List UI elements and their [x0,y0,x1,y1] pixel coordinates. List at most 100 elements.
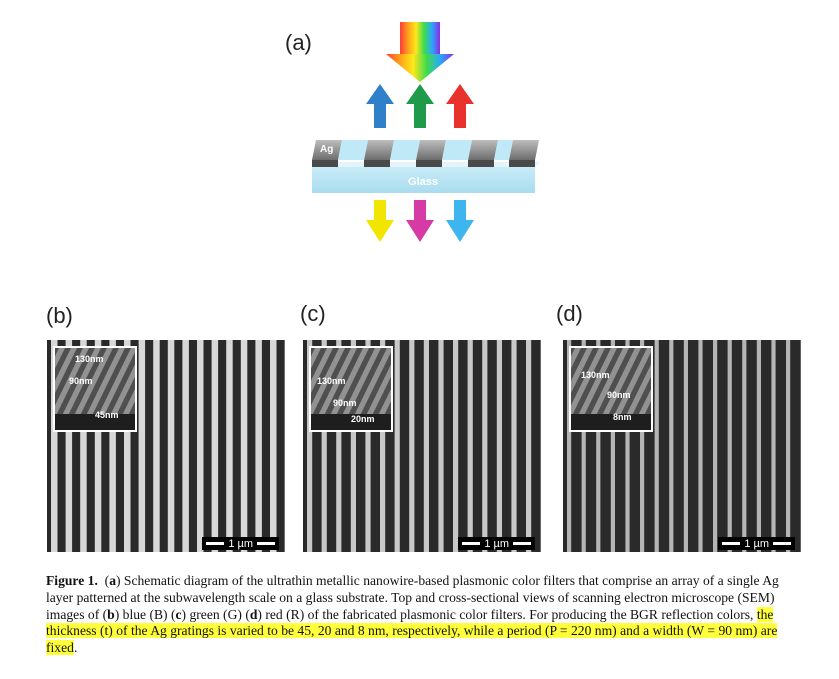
ag-label: Ag [320,144,333,155]
cross-section-inset: 130nm 90nm 20nm [309,346,393,432]
nanowire-stripe [409,340,415,552]
nanowire-stripe [350,340,356,552]
nanowire-stripe [124,340,131,552]
nanowire-stripe [336,340,342,552]
nanowire-stripe [65,340,73,552]
sem-image-red: 130nm 90nm 8nm 1 µm [563,340,801,552]
nanowire-stripe [482,340,488,552]
inset-wire [571,348,617,430]
inset-thickness-label: 8nm [613,412,632,422]
nanowire-stripe [80,340,87,552]
nanowire-stripe [109,340,116,552]
ag-gratings [312,140,539,167]
cross-section-inset: 130nm 90nm 45nm [53,346,137,432]
nanowire-stripe [625,340,630,552]
nanowire-stripe [683,340,688,552]
nanowire-stripe [307,340,313,552]
nanowire-stripe [51,340,58,552]
inset-wire [347,348,391,430]
nanowire-stripe [394,340,400,552]
nanowire-stripe [654,340,659,552]
inset-width-label: 90nm [607,390,631,400]
cross-section-inset: 130nm 90nm 8nm [569,346,653,432]
nanowire-stripe [742,340,747,552]
panel-label-b: (b) [46,303,73,328]
nanowire-stripe [240,340,248,552]
nanowire-stripe [727,340,732,552]
transmitted-cyan-arrow [446,200,474,242]
glass-label: Glass [408,176,438,188]
nanowire-stripe [756,340,761,552]
scale-bar: 1 µm [202,537,279,550]
inset-wires [571,348,651,430]
nanowire-stripe [138,340,146,552]
nanowire-stripe [167,340,175,552]
nanowire-stripe [153,340,160,552]
inset-wire [55,348,101,430]
inset-wire [79,348,125,430]
caption-text: ) red (R) of the fabricated plasmonic co… [257,606,757,622]
caption-ref-a: a [109,573,116,588]
panel-label-a: (a) [285,30,312,55]
nanowire-stripes [307,340,541,552]
inset-width-label: 90nm [333,398,357,408]
panel-label-c: (c) [300,301,326,326]
inset-wire [571,348,581,369]
nanowire-stripe [438,340,444,552]
inset-wire [583,348,629,430]
figure-caption: Figure 1. (a) Schematic diagram of the u… [46,573,806,657]
inset-wire [335,348,381,430]
nanowire-stripe [610,340,615,552]
nanowire-stripe [270,340,277,552]
nanowire-stripe [713,340,718,552]
sem-image-green: 130nm 90nm 20nm 1 µm [303,340,541,552]
nanowire-stripe [581,340,586,552]
nanowire-stripe [596,340,601,552]
nanowire-stripe [526,340,532,552]
inset-wire [595,348,641,430]
nanowire-stripe [365,340,371,552]
inset-period-label: 130nm [581,370,610,380]
sem-image-blue: 130nm 90nm 45nm 1 µm [47,340,285,552]
incident-light-arrow [386,22,454,82]
transmitted-yellow-arrow [366,200,394,242]
schematic-diagram: Glass Ag [290,22,550,247]
nanowire-stripe [771,340,776,552]
caption-ref-c: c [175,606,182,622]
nanowire-stripe [669,340,674,552]
nanowire-stripe [380,340,386,552]
panel-label-d: (d) [556,301,583,326]
figure-label: Figure 1. [46,573,98,588]
inset-thickness-label: 45nm [95,410,119,420]
inset-width-label: 90nm [69,376,93,386]
inset-wire [91,348,135,430]
nanowire-stripe [453,340,459,552]
inset-wire [311,348,321,369]
reflected-red-arrow [446,84,474,128]
nanowire-stripe [182,340,189,552]
nanowire-stripe [511,340,517,552]
inset-wires [55,348,135,430]
inset-wire [311,348,357,430]
caption-text: ( [104,573,110,588]
nanowire-stripes [567,340,801,552]
reflected-blue-arrow [366,84,394,128]
caption-text: . [73,640,78,656]
inset-period-label: 130nm [75,354,104,364]
caption-text: ) blue (B) ( [114,606,176,622]
nanowire-stripe [698,340,703,552]
inset-thickness-label: 20nm [351,414,375,424]
nanowire-stripe [640,340,645,552]
scale-bar: 1 µm [718,537,795,550]
nanowire-stripe [226,340,233,552]
nanowire-stripes [51,340,285,552]
nanowire-stripe [255,340,262,552]
inset-wire [67,348,113,430]
reflected-green-arrow [406,84,434,128]
inset-period-label: 130nm [317,376,346,386]
nanowire-stripe [786,340,791,552]
caption-ref-d: d [249,606,258,622]
nanowire-stripe [94,340,102,552]
nanowire-stripe [197,340,204,552]
nanowire-stripe [211,340,219,552]
